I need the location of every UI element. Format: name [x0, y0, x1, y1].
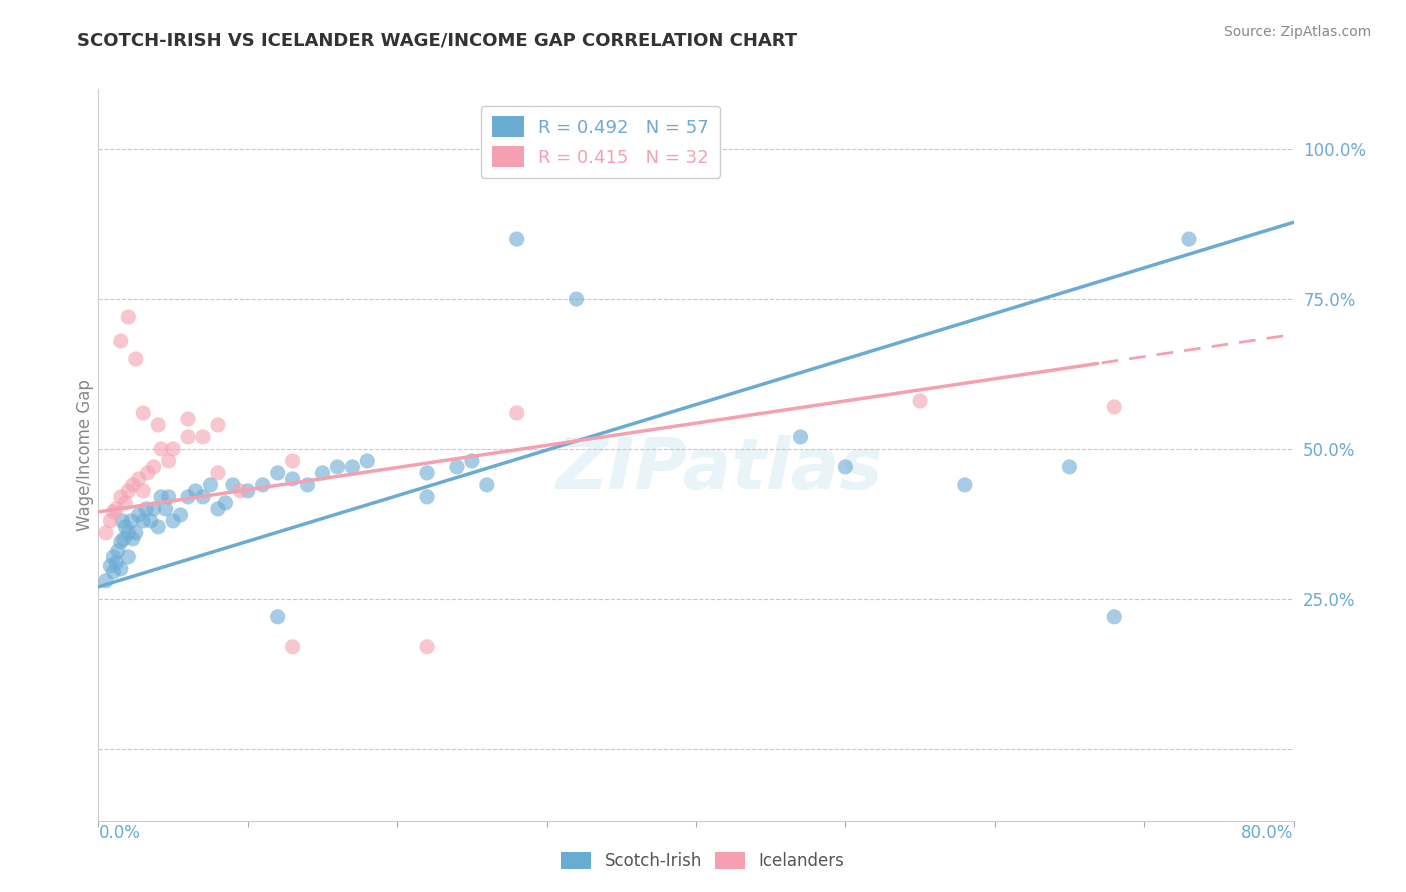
- Point: [128, 508, 150, 522]
- Point: [475, 478, 498, 492]
- Point: [177, 490, 200, 504]
- Point: [105, 556, 128, 570]
- Point: [120, 514, 142, 528]
- Point: [110, 534, 132, 549]
- Point: [125, 351, 148, 366]
- Point: [155, 501, 177, 516]
- Point: [1059, 459, 1081, 474]
- Point: [136, 466, 159, 480]
- Point: [177, 412, 200, 426]
- Point: [267, 466, 290, 480]
- Point: [267, 609, 290, 624]
- Text: 0.0%: 0.0%: [98, 823, 141, 842]
- Point: [135, 501, 157, 516]
- Point: [114, 520, 136, 534]
- Point: [229, 483, 252, 498]
- Point: [252, 478, 274, 492]
- Point: [565, 292, 588, 306]
- Point: [148, 520, 170, 534]
- Point: [416, 490, 439, 504]
- Point: [128, 472, 150, 486]
- Text: Source: ZipAtlas.com: Source: ZipAtlas.com: [1223, 25, 1371, 39]
- Point: [142, 459, 165, 474]
- Text: 80.0%: 80.0%: [1241, 823, 1294, 842]
- Point: [94, 525, 117, 540]
- Point: [103, 565, 125, 579]
- Point: [150, 442, 173, 456]
- Legend: Scotch-Irish, Icelanders: Scotch-Irish, Icelanders: [555, 845, 851, 877]
- Text: SCOTCH-IRISH VS ICELANDER WAGE/INCOME GAP CORRELATION CHART: SCOTCH-IRISH VS ICELANDER WAGE/INCOME GA…: [77, 31, 797, 49]
- Point: [834, 459, 856, 474]
- Point: [207, 417, 229, 432]
- Point: [506, 232, 529, 246]
- Point: [117, 483, 139, 498]
- Point: [157, 454, 180, 468]
- Point: [132, 514, 155, 528]
- Point: [110, 490, 132, 504]
- Y-axis label: Wage/Income Gap: Wage/Income Gap: [76, 379, 94, 531]
- Point: [162, 442, 184, 456]
- Point: [117, 549, 139, 564]
- Point: [103, 505, 125, 519]
- Point: [326, 459, 349, 474]
- Point: [191, 490, 214, 504]
- Point: [132, 406, 155, 420]
- Point: [111, 514, 134, 528]
- Point: [908, 394, 931, 409]
- Point: [281, 640, 304, 654]
- Point: [506, 406, 529, 420]
- Point: [98, 514, 122, 528]
- Point: [132, 483, 155, 498]
- Point: [117, 525, 139, 540]
- Point: [103, 549, 125, 564]
- Point: [184, 483, 207, 498]
- Point: [94, 574, 117, 588]
- Point: [342, 459, 364, 474]
- Point: [98, 558, 122, 573]
- Point: [112, 532, 135, 546]
- Point: [214, 496, 236, 510]
- Point: [953, 478, 976, 492]
- Point: [200, 478, 222, 492]
- Point: [139, 514, 162, 528]
- Point: [150, 490, 173, 504]
- Point: [191, 430, 214, 444]
- Point: [281, 472, 304, 486]
- Legend: R = 0.492   N = 57, R = 0.415   N = 32: R = 0.492 N = 57, R = 0.415 N = 32: [481, 105, 720, 178]
- Point: [311, 466, 333, 480]
- Point: [416, 466, 439, 480]
- Point: [110, 562, 132, 576]
- Point: [446, 459, 468, 474]
- Point: [1104, 609, 1126, 624]
- Point: [107, 544, 129, 558]
- Point: [110, 334, 132, 348]
- Point: [461, 454, 484, 468]
- Point: [1104, 400, 1126, 414]
- Point: [121, 532, 143, 546]
- Point: [117, 310, 139, 324]
- Point: [114, 496, 136, 510]
- Point: [207, 501, 229, 516]
- Point: [1178, 232, 1201, 246]
- Point: [125, 525, 148, 540]
- Point: [297, 478, 319, 492]
- Point: [789, 430, 811, 444]
- Point: [236, 483, 259, 498]
- Point: [142, 501, 165, 516]
- Point: [356, 454, 378, 468]
- Point: [222, 478, 245, 492]
- Text: ZIPatlas: ZIPatlas: [557, 435, 883, 504]
- Point: [207, 466, 229, 480]
- Point: [162, 514, 184, 528]
- Point: [169, 508, 191, 522]
- Point: [177, 430, 200, 444]
- Point: [157, 490, 180, 504]
- Point: [148, 417, 170, 432]
- Point: [105, 501, 128, 516]
- Point: [281, 454, 304, 468]
- Point: [121, 478, 143, 492]
- Point: [416, 640, 439, 654]
